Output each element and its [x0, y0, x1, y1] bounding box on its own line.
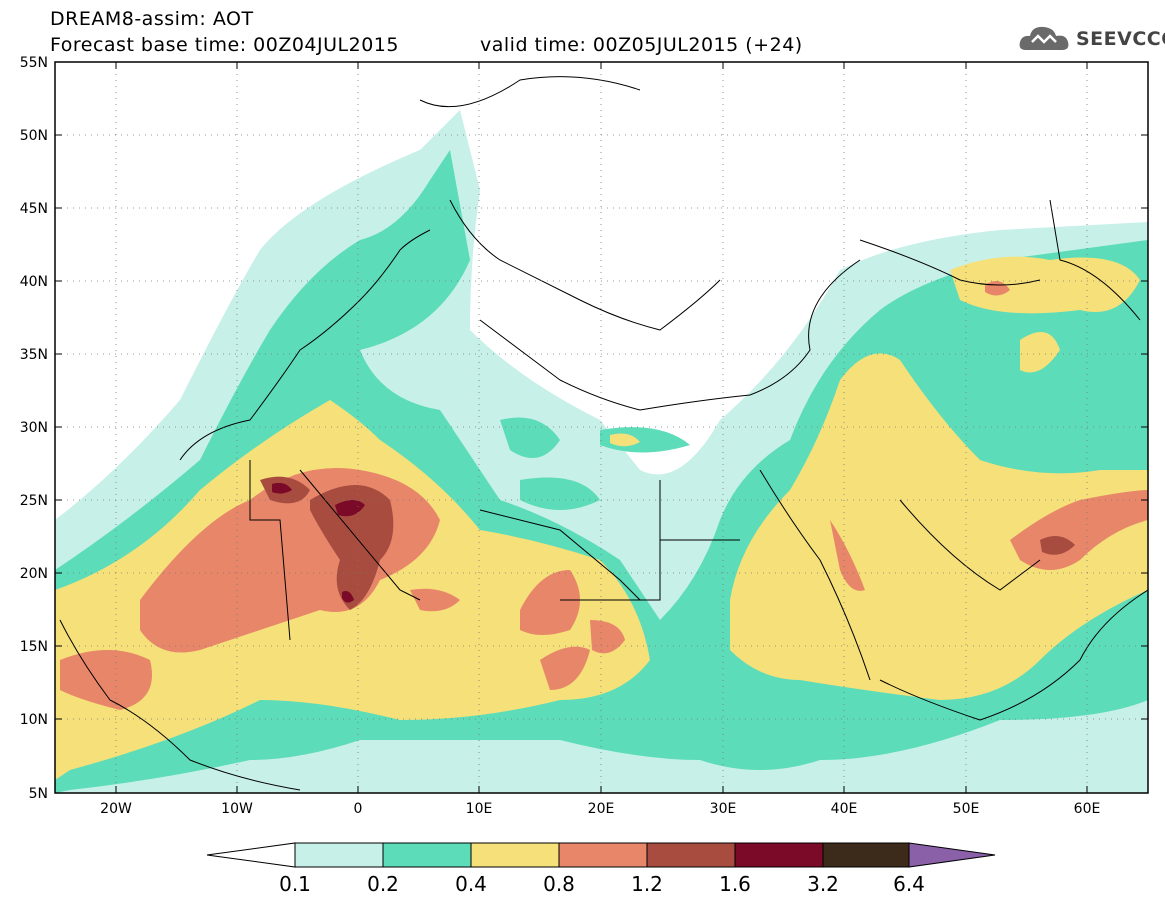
lat-label: 20N — [20, 566, 48, 582]
colorbar-segment — [558, 842, 648, 868]
colorbar-label: 1.2 — [631, 872, 663, 896]
cloud-logo-icon — [1019, 26, 1069, 50]
lat-labels: 55N 50N 45N 40N 35N 30N 25N 20N 15N 10N … — [20, 55, 48, 802]
lon-label: 0 — [354, 801, 363, 817]
seevccc-logo: SEEVCCC — [1018, 22, 1165, 56]
map-title: DREAM8-assim: AOT — [50, 8, 254, 30]
lat-ticks — [55, 61, 1148, 720]
forecast-base-time: Forecast base time: 00Z04JUL2015 — [50, 34, 399, 56]
colorbar-label: 0.1 — [279, 872, 311, 896]
colorbar-segment — [470, 842, 560, 868]
lat-label: 25N — [20, 493, 48, 509]
colorbar-label: 6.4 — [893, 872, 925, 896]
graticule — [55, 62, 1148, 793]
lon-label: 10E — [466, 801, 493, 817]
colorbar-segment — [646, 842, 736, 868]
colorbar-label: 3.2 — [807, 872, 839, 896]
lat-label: 5N — [29, 786, 48, 802]
colorbar-segment — [822, 842, 910, 868]
lon-ticks — [115, 62, 1088, 793]
lat-label: 55N — [20, 55, 48, 71]
lon-label: 50E — [953, 801, 980, 817]
colorbar — [206, 842, 996, 868]
lat-label: 45N — [20, 201, 48, 217]
colorbar-segment — [382, 842, 472, 868]
lat-label: 50N — [20, 128, 48, 144]
lat-label: 35N — [20, 347, 48, 363]
colorbar-label: 0.8 — [543, 872, 575, 896]
lon-label: 40E — [831, 801, 858, 817]
colorbar-label: 1.6 — [719, 872, 751, 896]
lon-labels: 20W 10W 0 10E 20E 30E 40E 50E 60E — [100, 801, 1100, 817]
lat-label: 40N — [20, 274, 48, 290]
lon-label: 10W — [221, 801, 253, 817]
colorbar-high-arrow — [908, 842, 996, 868]
lon-label: 20W — [100, 801, 132, 817]
colorbar-segment — [294, 842, 384, 868]
coastlines — [59, 76, 1148, 791]
lat-label: 10N — [20, 712, 48, 728]
colorbar-label: 0.4 — [455, 872, 487, 896]
lon-label: 20E — [588, 801, 615, 817]
colorbar-label: 0.2 — [367, 872, 399, 896]
lat-label: 15N — [20, 639, 48, 655]
lon-label: 30E — [710, 801, 737, 817]
lat-label: 30N — [20, 420, 48, 436]
colorbar-segment — [734, 842, 824, 868]
valid-time: valid time: 00Z05JUL2015 (+24) — [480, 34, 803, 56]
logo-text: SEEVCCC — [1076, 28, 1165, 50]
aot-contours — [55, 110, 1148, 793]
lon-label: 60E — [1074, 801, 1101, 817]
colorbar-low-arrow — [206, 842, 296, 868]
